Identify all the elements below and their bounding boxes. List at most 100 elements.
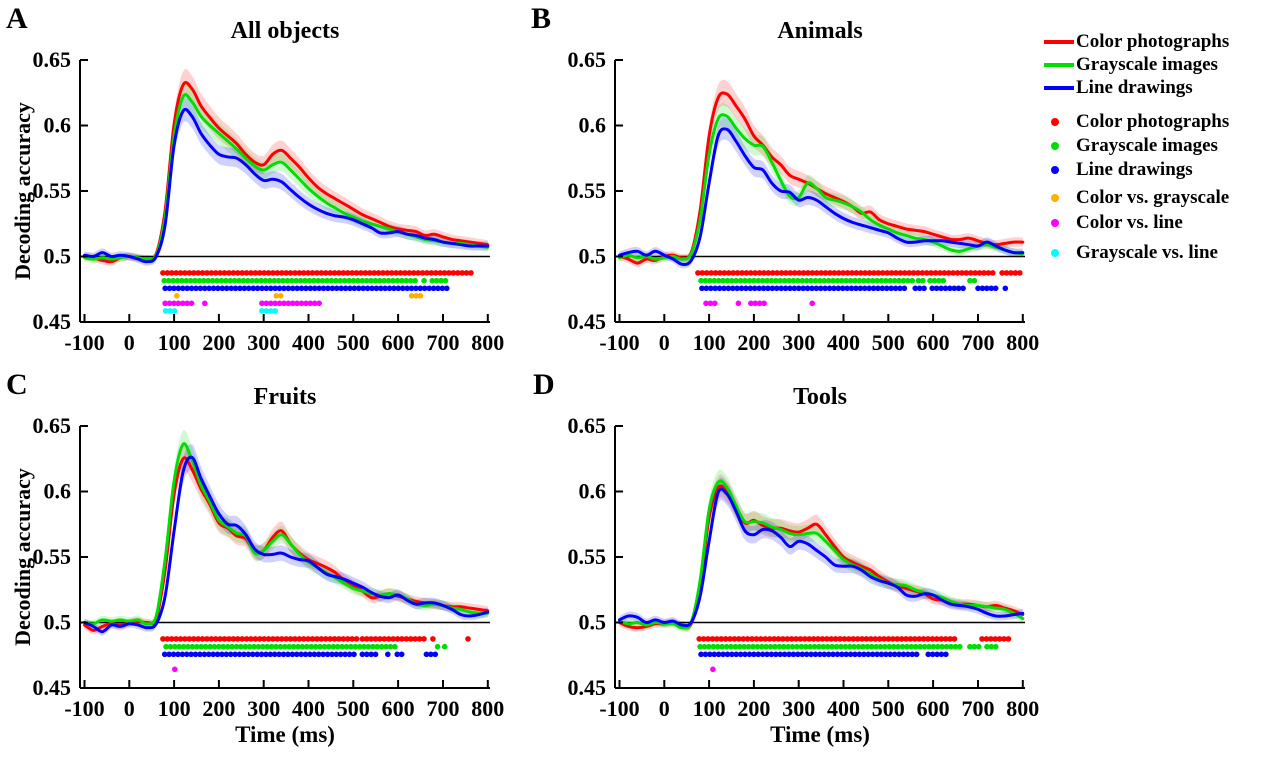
series-line-green [618,113,1025,261]
x-tick-label: 800 [1006,330,1039,355]
significance-dot-magenta [202,300,208,307]
y-tick-label: 0.45 [33,309,72,334]
y-tick-label: 0.65 [33,47,72,72]
x-tick-label: 800 [1006,696,1039,721]
x-tick-label: 400 [827,696,860,721]
x-tick-label: 700 [962,696,995,721]
x-tick-label: -100 [599,330,639,355]
significance-dot-red [430,636,436,642]
panel-all-objects: 0.45 0.5 0.55 0.6 0.65 -100 0 100 200 300 400 500 60… [33,47,505,355]
y-tick-label: 0.6 [44,113,72,138]
series-line-blue [83,107,490,264]
panel-tools: 0.45 0.5 0.55 0.6 0.65 -100 0 100 200 300 400 500 60… [568,413,1040,721]
x-tick-label: 800 [471,330,504,355]
y-tick-label: 0.5 [44,244,72,269]
x-tick-label: 600 [917,696,950,721]
x-tick-label: 600 [382,696,415,721]
x-tick-label: -100 [64,696,104,721]
y-tick-label: 0.45 [568,675,607,700]
x-tick-label: 800 [471,696,504,721]
legend: Color photographs Grayscale images Line … [1044,30,1267,264]
legend-dot-swatch [1044,186,1076,209]
y-axis-label-bottom: Decoding accuracy [10,468,35,646]
x-tick-label: 200 [737,330,770,355]
x-tick-label: 0 [124,330,135,355]
series-line-green [618,479,1025,630]
legend-dot-swatch [1044,211,1076,234]
x-tick-label: 700 [427,330,460,355]
x-tick-label: 400 [292,330,325,355]
legend-line-mark [1044,86,1074,90]
legend-item: Color vs. line [1044,211,1267,234]
x-axis-label-left: Time (ms) [235,722,335,747]
y-tick-label: 0.65 [568,47,607,72]
x-tick-label: 300 [247,696,280,721]
x-tick-label: 700 [427,696,460,721]
series-line-blue [83,455,490,634]
legend-item: Grayscale vs. line [1044,241,1267,264]
x-tick-label: 500 [337,330,370,355]
legend-item: Color photographs [1044,110,1267,133]
y-tick-label: 0.6 [44,479,72,504]
significance-dot-red [465,636,471,642]
series-line-blue [618,127,1025,267]
y-tick-label: 0.6 [579,113,607,138]
x-tick-label: -100 [64,330,104,355]
legend-item: Grayscale images [1044,134,1267,157]
x-tick-label: 300 [247,330,280,355]
legend-dot-mark [1051,142,1059,150]
x-tick-label: 500 [872,330,905,355]
legend-dot-mark [1051,166,1059,174]
significance-dot-blue [385,651,391,658]
x-tick-label: 300 [782,696,815,721]
panel-animals: 0.45 0.5 0.55 0.6 0.65 -100 0 100 200 300 400 500 60… [568,47,1040,355]
y-tick-label: 0.55 [568,178,607,203]
y-tick-label: 0.55 [33,178,72,203]
y-tick-label: 0.65 [33,413,72,438]
x-tick-label: 100 [693,696,726,721]
significance-dot-magenta [710,666,716,673]
significance-dot-magenta [809,300,815,307]
x-tick-label: 600 [917,330,950,355]
panel-d-title: Tools [793,384,847,410]
y-tick-label: 0.6 [579,479,607,504]
y-tick-label: 0.45 [33,675,72,700]
significance-dot-blue [1002,285,1009,292]
error-band-green [619,102,1023,264]
x-axis-label-right: Time (ms) [770,722,870,747]
error-band-green [84,81,488,264]
x-tick-label: 0 [659,330,670,355]
x-tick-label: 0 [124,696,135,721]
x-tick-label: 600 [382,330,415,355]
y-tick-label: 0.5 [579,244,607,269]
legend-dot-mark [1051,219,1059,227]
x-tick-label: 400 [292,696,325,721]
x-tick-label: -100 [599,696,639,721]
legend-dot-swatch [1044,134,1076,157]
significance-dot-green [421,277,427,284]
x-tick-label: 100 [158,696,191,721]
panel-a-title: All objects [230,18,340,44]
x-tick-label: 100 [693,330,726,355]
legend-item: Grayscale images [1044,53,1267,76]
significance-dot-magenta [172,666,178,673]
legend-dot-mark [1051,194,1059,202]
x-tick-label: 700 [962,330,995,355]
x-tick-label: 500 [337,696,370,721]
legend-line-mark [1044,63,1074,67]
series-line-blue [618,487,1025,628]
panel-a-letter: A [6,2,28,35]
legend-item: Color vs. grayscale [1044,186,1267,209]
y-axis-label-top: Decoding accuracy [10,102,35,280]
significance-dot-orange [174,293,180,299]
x-tick-label: 300 [782,330,815,355]
y-tick-label: 0.5 [44,610,72,635]
legend-item: Line drawings [1044,158,1267,181]
legend-dot-swatch [1044,241,1076,264]
legend-dot-swatch [1044,110,1076,133]
legend-dot-mark [1051,118,1059,126]
significance-dot-magenta [735,300,742,307]
x-tick-label: 100 [158,330,191,355]
x-tick-label: 200 [202,330,235,355]
